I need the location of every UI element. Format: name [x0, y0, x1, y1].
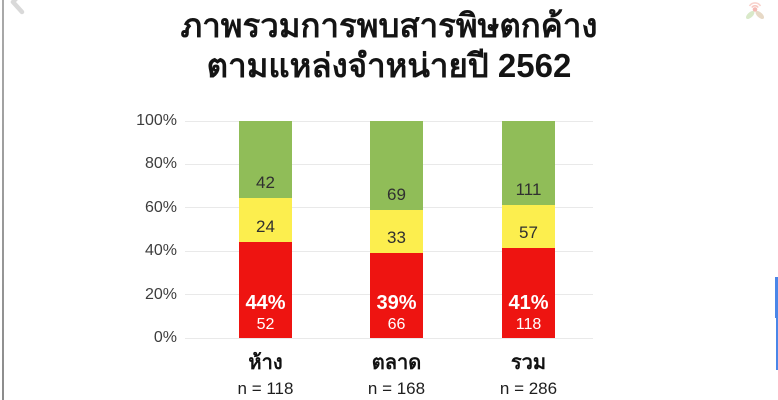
bar-value-label: 69 — [387, 185, 406, 205]
x-n-label: n = 168 — [367, 379, 426, 398]
thai-pan-leaf-logo-icon — [742, 0, 768, 27]
back-chevron-icon[interactable] — [5, 0, 31, 20]
window-edge-line — [2, 0, 4, 400]
bar-value-label: 111 — [515, 180, 542, 200]
bar-value-label: 118 — [515, 315, 542, 333]
bar-column-1: 42 24 44% 52 — [239, 121, 292, 338]
bar-segment-detected-within-limit-yellow: 33 — [370, 210, 423, 253]
x-category-label: ตลาด — [371, 352, 422, 374]
chart-title-line1: ภาพรวมการพบสารพิษตกค้าง — [180, 7, 598, 44]
y-tick-label: 60% — [144, 198, 177, 216]
bar-segment-not-detected-green: 42 — [239, 121, 292, 199]
bar-segment-detected-within-limit-yellow: 24 — [239, 198, 292, 243]
y-tick-label: 20% — [144, 285, 177, 303]
bar-value-label: 66 — [387, 316, 406, 333]
x-category-label: รวม — [510, 352, 547, 374]
bar-pct-label: 44% — [245, 291, 286, 314]
bar-segment-not-detected-green: 111 — [502, 121, 555, 206]
bar-column-3: 111 57 41% 118 — [502, 121, 555, 338]
x-n-label: n = 286 — [499, 379, 558, 398]
bar-value-label: 52 — [256, 315, 275, 333]
bar-segment-exceed-standard-red: 41% 118 — [502, 248, 555, 338]
bar-value-label: 33 — [387, 227, 406, 247]
bar-value-label: 24 — [256, 217, 275, 237]
chart-title: ภาพรวมการพบสารพิษตกค้าง ตามแหล่งจำหน่ายป… — [0, 6, 778, 86]
chart-title-line2: ตามแหล่งจำหน่ายปี 2562 — [206, 47, 572, 84]
bar-segment-exceed-standard-red: 44% 52 — [239, 242, 292, 338]
bar-value-label: 57 — [519, 223, 538, 243]
bar-pct-label: 39% — [376, 292, 417, 314]
y-tick-label: 80% — [144, 155, 177, 173]
bar-value-label: 42 — [256, 173, 275, 193]
x-category-label: ห้าง — [248, 352, 283, 374]
scrollbar-thumb-bottom[interactable] — [776, 318, 778, 370]
bar-segment-detected-within-limit-yellow: 57 — [502, 205, 555, 249]
x-n-label: n = 118 — [237, 379, 294, 398]
scrollbar[interactable] — [774, 277, 778, 370]
y-tick-label: 100% — [136, 112, 177, 129]
gridline — [185, 337, 593, 339]
bar-pct-label: 41% — [508, 291, 549, 314]
plot-area: 42 24 44% 52 69 33 39% 66 111 57 41% 118 — [185, 120, 593, 339]
y-tick-label: 0% — [153, 329, 177, 346]
bar-segment-exceed-standard-red: 39% 66 — [370, 252, 423, 338]
y-tick-label: 40% — [144, 242, 177, 260]
bar-column-2: 69 33 39% 66 — [370, 121, 423, 338]
bar-segment-not-detected-green: 69 — [370, 121, 423, 211]
scrollbar-thumb-top[interactable] — [775, 277, 778, 318]
